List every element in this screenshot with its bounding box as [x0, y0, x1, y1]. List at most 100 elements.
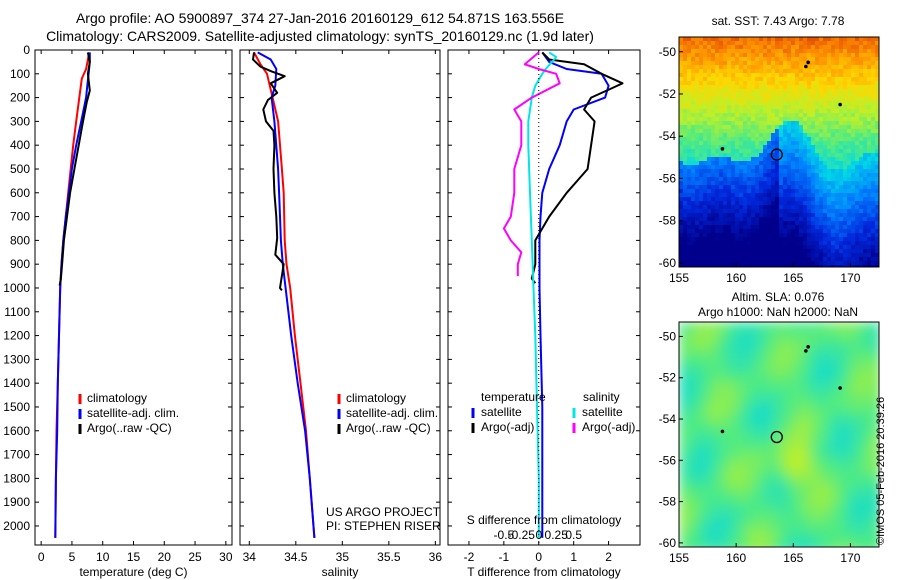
map-cell: [791, 241, 796, 246]
map-cell: [811, 93, 816, 98]
map-cell: [755, 65, 760, 70]
map-cell: [839, 522, 851, 534]
map-cell: [749, 342, 761, 354]
map-cell: [799, 452, 811, 464]
map-cell: [843, 41, 848, 46]
map-cell: [875, 89, 879, 94]
map-cell: [863, 97, 868, 102]
map-cell: [799, 45, 804, 50]
map-cell: [683, 65, 688, 70]
map-cell: [819, 482, 831, 494]
map-cell: [695, 217, 700, 222]
map-cell: [859, 185, 864, 190]
map-cell: [839, 482, 851, 494]
map-cell: [791, 153, 796, 158]
map-cell: [695, 93, 700, 98]
map-cell: [731, 213, 736, 218]
map-cell: [743, 137, 748, 142]
map-cell: [695, 101, 700, 106]
map-cell: [711, 85, 716, 90]
map-cell: [799, 109, 804, 114]
map-cell: [863, 149, 868, 154]
map-cell: [729, 442, 741, 454]
map-cell: [739, 245, 744, 250]
map-cell: [869, 392, 879, 404]
map-cell: [779, 45, 784, 50]
map-cell: [819, 452, 831, 464]
map-cell: [783, 221, 788, 226]
map-cell: [731, 85, 736, 90]
map-cell: [839, 257, 844, 262]
map-cell: [811, 229, 816, 234]
map-cell: [707, 145, 712, 150]
map-cell: [689, 482, 701, 494]
map-cell: [759, 189, 764, 194]
map-cell: [739, 372, 751, 384]
map-cell: [719, 257, 724, 262]
map-cell: [709, 422, 721, 434]
map-cell: [771, 213, 776, 218]
map-cell: [763, 169, 768, 174]
map-cell: [731, 177, 736, 182]
map-cell: [751, 65, 756, 70]
map-cell: [839, 73, 844, 78]
map-cell: [759, 165, 764, 170]
map-cell: [703, 137, 708, 142]
map-cell: [747, 141, 752, 146]
map-cell: [767, 169, 772, 174]
map-cell: [799, 61, 804, 66]
map-cell: [815, 81, 820, 86]
map-cell: [849, 472, 861, 484]
map-cell: [687, 85, 692, 90]
map-cell: [859, 225, 864, 230]
map-cell: [723, 61, 728, 66]
map-cell: [779, 245, 784, 250]
map-cell: [787, 77, 792, 82]
map-cell: [751, 245, 756, 250]
map-cell: [749, 432, 761, 444]
map-cell: [779, 217, 784, 222]
map-cell: [835, 101, 840, 106]
map-cell: [723, 117, 728, 122]
map-cell: [719, 169, 724, 174]
map-cell: [755, 237, 760, 242]
map-cell: [747, 173, 752, 178]
map-cell: [847, 201, 852, 206]
map-cell: [691, 189, 696, 194]
map-cell: [699, 261, 704, 266]
map-cell: [687, 205, 692, 210]
map-cell: [763, 177, 768, 182]
map-cell: [759, 93, 764, 98]
map-cell: [815, 197, 820, 202]
map-cell: [743, 65, 748, 70]
map-cell: [731, 245, 736, 250]
island-marker: [838, 386, 842, 390]
map-cell: [695, 113, 700, 118]
map-cell: [759, 392, 771, 404]
map-cell: [819, 113, 824, 118]
map-cell: [839, 542, 851, 547]
map-cell: [859, 189, 864, 194]
map-cell: [839, 422, 851, 434]
map-cell: [871, 161, 876, 166]
map-cell: [711, 213, 716, 218]
map-cell: [851, 85, 856, 90]
map-cell: [851, 125, 856, 130]
map-cell: [815, 133, 820, 138]
map-cell: [739, 181, 744, 186]
map-cell: [815, 181, 820, 186]
map-cell: [863, 81, 868, 86]
map-cell: [735, 217, 740, 222]
y-tick-label: 1500: [3, 400, 30, 414]
map-cell: [715, 41, 720, 46]
map-cell: [807, 81, 812, 86]
map-cell: [847, 37, 852, 42]
map-cell: [679, 221, 684, 226]
map-cell: [679, 137, 684, 142]
map-cell: [779, 177, 784, 182]
map-cell: [799, 41, 804, 46]
map-cell: [731, 113, 736, 118]
map-cell: [823, 53, 828, 58]
map-cell: [849, 512, 861, 524]
map-cell: [711, 157, 716, 162]
